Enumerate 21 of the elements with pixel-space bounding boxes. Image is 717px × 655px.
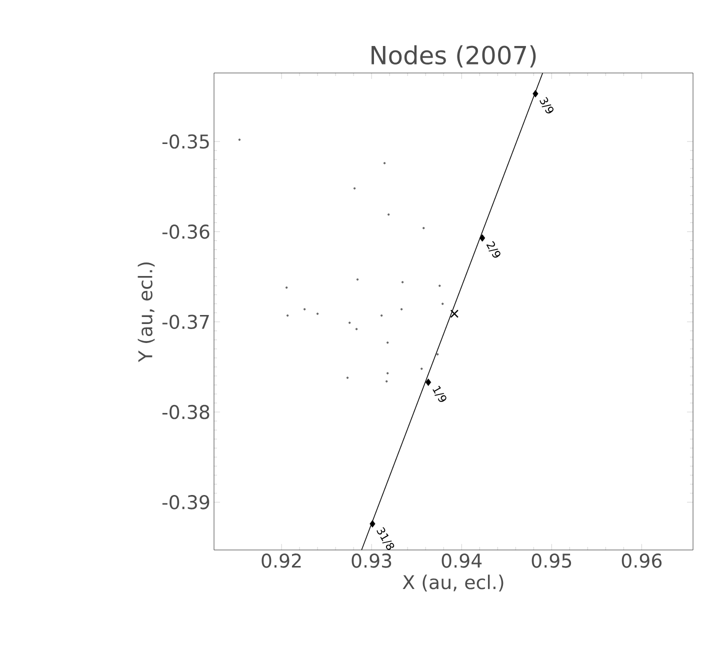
point xyxy=(425,378,432,386)
y-axis-title: Y (au, ecl.) xyxy=(138,262,155,362)
x-tick-label: 0.92 xyxy=(262,554,301,568)
point xyxy=(532,90,538,98)
annotation: 3/9 xyxy=(540,97,554,114)
x-tick-label: 0.94 xyxy=(442,554,482,568)
chart-title: Nodes (2007) xyxy=(372,45,536,68)
x-tick-label: 0.93 xyxy=(352,554,392,568)
x-tick-label: 0.96 xyxy=(622,554,662,568)
x-axis-title: X (au, ecl.) xyxy=(402,574,504,592)
x-tick-label: 0.95 xyxy=(532,554,572,568)
annotation: 2/9 xyxy=(486,241,500,258)
y-tick-label: -0.39 xyxy=(162,495,210,510)
point xyxy=(450,310,459,318)
annotation: 1/9 xyxy=(432,386,446,402)
y-tick-label: -0.37 xyxy=(162,314,209,330)
point xyxy=(370,520,376,528)
point xyxy=(480,234,486,242)
y-tick-label: -0.38 xyxy=(162,404,210,420)
y-tick-label: -0.35 xyxy=(162,134,209,149)
y-tick-label: -0.36 xyxy=(162,224,210,239)
